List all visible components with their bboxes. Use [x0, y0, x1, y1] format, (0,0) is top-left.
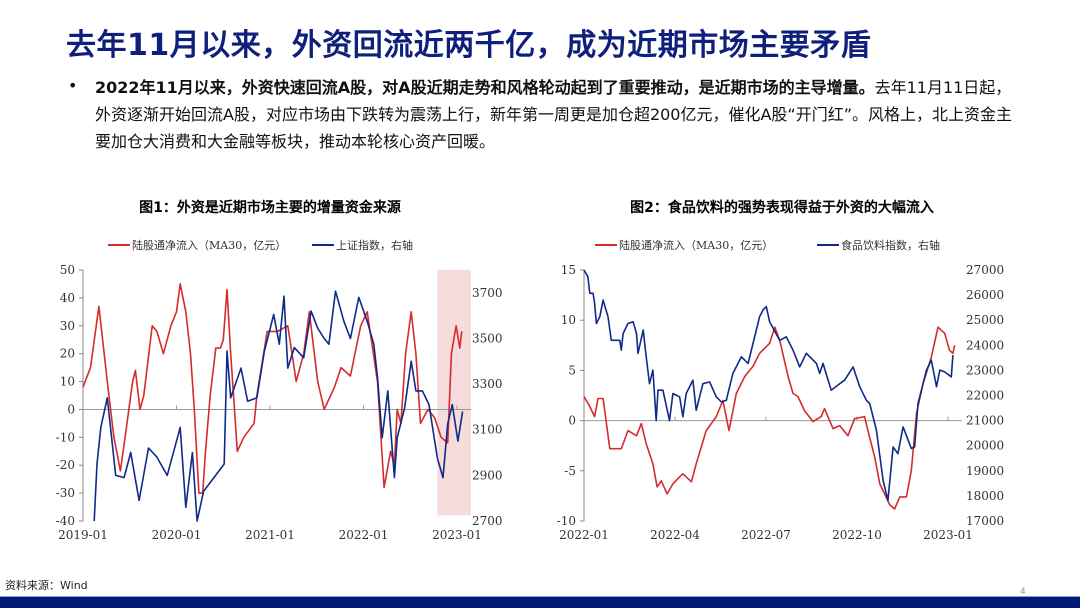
- left-axis-tick-label: 40: [60, 291, 75, 305]
- right-axis-tick-label: 2700: [472, 514, 503, 528]
- bullet-body-text: 去年11月11日起，外资逐渐开始回流A股，对应市场由下跌转为震荡上行，新年第一周…: [95, 78, 1013, 151]
- left-axis-tick-label: 5: [568, 363, 576, 377]
- right-axis-tick-label: 23000: [966, 363, 1004, 377]
- right-axis-tick-label: 20000: [966, 439, 1004, 453]
- bullet-icon: •: [68, 76, 78, 95]
- left-axis-tick-label: -30: [56, 486, 75, 500]
- source-note: 资料来源：Wind: [5, 579, 88, 592]
- legend-label: 陆股通净流入（MA30，亿元）: [132, 238, 286, 252]
- left-axis-tick-label: -40: [56, 514, 75, 528]
- right-axis-tick-label: 2900: [472, 468, 503, 482]
- x-axis-tick-label: 2021-01: [245, 528, 295, 542]
- right-axis-tick-label: 3100: [472, 423, 503, 437]
- x-axis-tick-label: 2020-01: [152, 528, 202, 542]
- chart-title: 图2：食品饮料的强势表现得益于外资的大幅流入: [630, 199, 934, 216]
- x-axis-tick-label: 2023-01: [923, 528, 973, 542]
- left-axis-tick-label: 10: [561, 313, 576, 327]
- series-line-index: [583, 269, 954, 502]
- left-axis-tick-label: -20: [56, 458, 75, 472]
- right-axis-tick-label: 25000: [966, 313, 1004, 327]
- right-axis-tick-label: 22000: [966, 389, 1004, 403]
- left-axis-tick-label: 0: [568, 414, 576, 428]
- bullet-bold-text: 2022年11月以来，外资快速回流A股，对A股近期走势和风格轮动起到了重要推动，…: [95, 78, 875, 97]
- highlight-region: [437, 270, 472, 516]
- slide-title: 去年11月以来，外资回流近两千亿，成为近期市场主要矛盾: [66, 28, 872, 63]
- right-axis-tick-label: 3700: [472, 286, 503, 300]
- left-axis-tick-label: 50: [60, 263, 75, 277]
- x-axis-tick-label: 2019-01: [58, 528, 108, 542]
- left-axis-tick-label: 20: [60, 347, 75, 361]
- legend-label: 食品饮料指数，右轴: [841, 238, 940, 252]
- chart-title: 图1：外资是近期市场主要的增量资金来源: [139, 199, 401, 216]
- left-axis-tick-label: -5: [564, 464, 576, 478]
- footer-bar: [0, 597, 1080, 608]
- page-number: 4: [1020, 587, 1026, 597]
- right-axis-tick-label: 18000: [966, 489, 1004, 503]
- legend-label: 陆股通净流入（MA30，亿元）: [619, 238, 773, 252]
- footer-divider: [0, 596, 1080, 597]
- x-axis-tick-label: 2022-04: [650, 528, 700, 542]
- right-axis-tick-label: 17000: [966, 514, 1004, 528]
- right-axis-tick-label: 19000: [966, 464, 1004, 478]
- series-line-net-inflow: [583, 326, 956, 510]
- series-line-index: [93, 290, 464, 522]
- x-axis-tick-label: 2023-01: [432, 528, 482, 542]
- right-axis-tick-label: 24000: [966, 338, 1004, 352]
- x-axis-tick-label: 2022-07: [741, 528, 791, 542]
- left-axis-tick-label: -10: [56, 430, 75, 444]
- left-axis-tick-label: 0: [67, 402, 75, 416]
- right-axis-tick-label: 3300: [472, 377, 503, 391]
- right-axis-tick-label: 21000: [966, 414, 1004, 428]
- left-axis-tick-label: 15: [561, 263, 576, 277]
- left-axis-tick-label: 30: [60, 319, 75, 333]
- right-axis-tick-label: 27000: [966, 263, 1004, 277]
- left-axis-tick-label: 10: [60, 375, 75, 389]
- x-axis-tick-label: 2022-01: [559, 528, 609, 542]
- right-axis-tick-label: 3500: [472, 331, 503, 345]
- bullet-paragraph: 2022年11月以来，外资快速回流A股，对A股近期走势和风格轮动起到了重要推动，…: [95, 74, 1025, 155]
- x-axis-tick-label: 2022-10: [832, 528, 882, 542]
- series-line-net-inflow: [82, 283, 463, 494]
- x-axis-tick-label: 2022-01: [339, 528, 389, 542]
- right-axis-tick-label: 26000: [966, 288, 1004, 302]
- left-axis-tick-label: -10: [557, 514, 576, 528]
- legend-label: 上证指数，右轴: [336, 238, 413, 252]
